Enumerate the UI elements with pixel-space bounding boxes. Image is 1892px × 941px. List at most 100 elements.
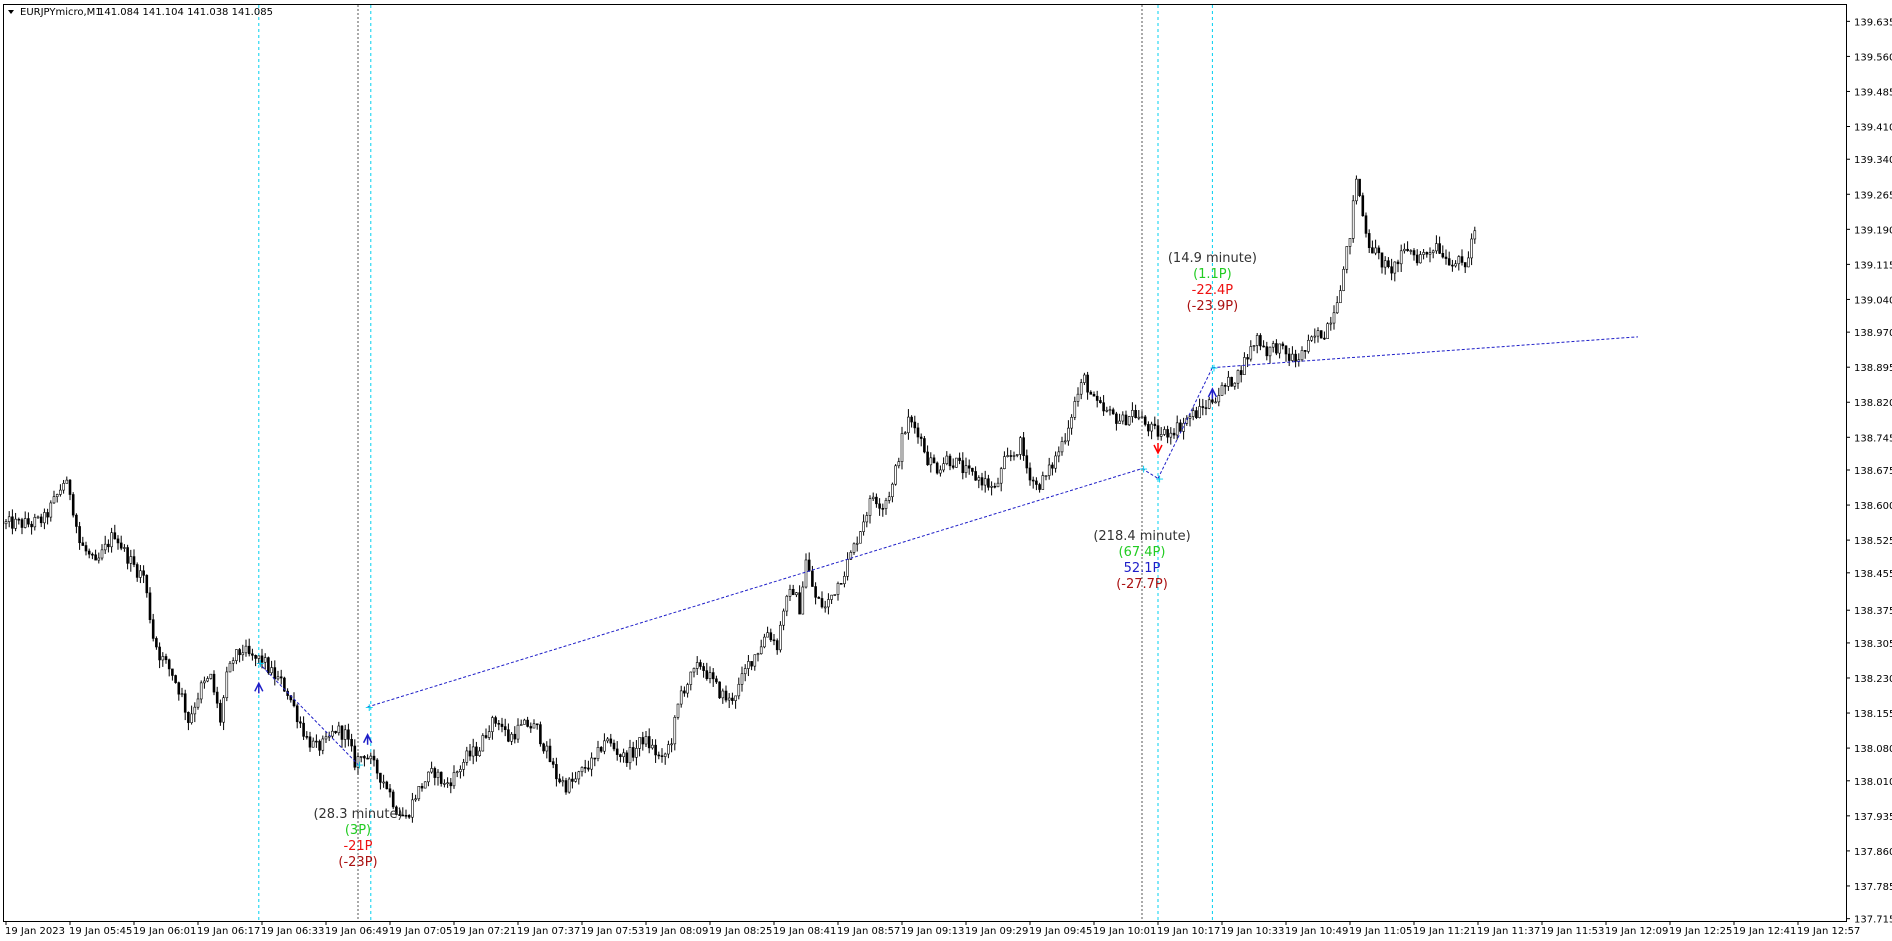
vertical-lines-layer (258, 5, 1213, 921)
candle-body (1156, 425, 1160, 437)
candle-body (379, 772, 382, 783)
candle-body (1310, 336, 1313, 341)
candle-body (987, 478, 990, 488)
candle-body (55, 494, 59, 497)
candle-body (97, 557, 101, 561)
candle-body (263, 657, 267, 663)
sell-arrow-icon (1153, 442, 1163, 455)
candle-body (1217, 395, 1221, 403)
y-tick-label-3: 139.410 (1854, 123, 1892, 134)
candle-body (1342, 268, 1345, 291)
candle-body (1172, 432, 1176, 436)
candle-body (1399, 250, 1403, 265)
candle-body (830, 594, 833, 600)
candle-body (401, 814, 405, 817)
candle-body (196, 698, 200, 708)
candle-body (1185, 417, 1189, 424)
candle-body (315, 740, 318, 743)
candle-body (865, 515, 869, 523)
candle-body (87, 550, 91, 555)
candle-body (801, 586, 805, 615)
trade-line-3 (1157, 367, 1213, 479)
candle-body (1015, 454, 1019, 456)
y-tick-label-8: 139.040 (1854, 295, 1892, 306)
annotation-a3-line-1: (1.1P) (1193, 267, 1232, 282)
candle-body (1012, 455, 1016, 457)
candle-body (1406, 248, 1409, 252)
candle-body (295, 705, 299, 723)
candle-body (439, 771, 443, 784)
caret-down-icon[interactable] (8, 10, 14, 14)
x-tick-label-22: 19 Jan 11:21 (1413, 926, 1476, 937)
candle-body (1275, 343, 1278, 354)
candle-body (49, 502, 53, 518)
candle-body (519, 724, 523, 726)
candle-body (1393, 261, 1397, 274)
candle-body (1332, 312, 1336, 324)
candle-body (657, 754, 661, 757)
candle-body (398, 814, 401, 816)
candle-body (107, 543, 110, 548)
candle-body (468, 750, 472, 757)
candle-body (1095, 395, 1099, 401)
candle-body (1051, 464, 1054, 469)
candle-body (238, 649, 241, 656)
time-axis[interactable]: 19 Jan 2023 19 Jan 05:45 19 Jan 06:01 19 Ja… (5, 921, 1860, 937)
y-tick-label-24: 137.860 (1854, 847, 1892, 858)
candle-body (190, 713, 193, 723)
candle-body (910, 416, 913, 423)
candle-body (423, 781, 427, 789)
x-tick-label-10: 19 Jan 08:09 (645, 926, 708, 937)
candle-body (1150, 423, 1153, 432)
candle-body (78, 526, 81, 544)
y-tick-label-15: 138.525 (1854, 536, 1892, 547)
candle-body (1086, 374, 1089, 393)
candle-body (1153, 423, 1157, 426)
candle-body (590, 757, 593, 770)
x-tick-label-11: 19 Jan 08:25 (709, 926, 772, 937)
candle-body (532, 723, 536, 729)
candle-body (177, 682, 181, 695)
candle-body (484, 735, 488, 738)
candle-body (369, 755, 373, 760)
candle-body (1038, 484, 1041, 490)
candle-body (1054, 455, 1057, 469)
x-tick-label-4: 19 Jan 06:33 (261, 926, 324, 937)
candle-body (711, 672, 715, 680)
candle-body (670, 743, 673, 746)
candle-body (779, 624, 782, 651)
candle-body (363, 756, 366, 759)
candle-body (491, 717, 494, 732)
candle-body (939, 469, 942, 474)
candle-body (721, 690, 725, 699)
x-tick-label-16: 19 Jan 09:45 (1029, 926, 1092, 937)
candle-body (340, 725, 344, 740)
candle-body (148, 592, 152, 620)
candle-body (1195, 410, 1198, 419)
candle-body (929, 457, 933, 466)
candle-body (279, 676, 283, 679)
candle-body (366, 757, 369, 760)
candle-body (30, 523, 33, 528)
candle-body (1294, 353, 1297, 362)
candle-body (1367, 233, 1371, 248)
x-tick-label-0: 19 Jan 2023 (5, 926, 65, 937)
candle-body (1083, 374, 1086, 383)
candle-body (958, 457, 961, 461)
candle-body (551, 761, 555, 765)
candle-body (769, 632, 773, 641)
candle-body (564, 780, 568, 793)
candle-body (619, 754, 622, 758)
candle-body (1089, 391, 1093, 395)
candle-body (887, 496, 891, 501)
candle-body (513, 733, 517, 740)
candle-body (1409, 250, 1413, 252)
candle-body (574, 778, 577, 782)
candle-body (1313, 335, 1317, 338)
candle-body (151, 619, 155, 639)
price-axis[interactable]: 139.635 139.560 139.485 139.410 139.340 139.2… (1846, 17, 1892, 926)
candle-body (446, 782, 449, 785)
candle-body (1159, 434, 1163, 437)
candle-body (836, 583, 840, 595)
